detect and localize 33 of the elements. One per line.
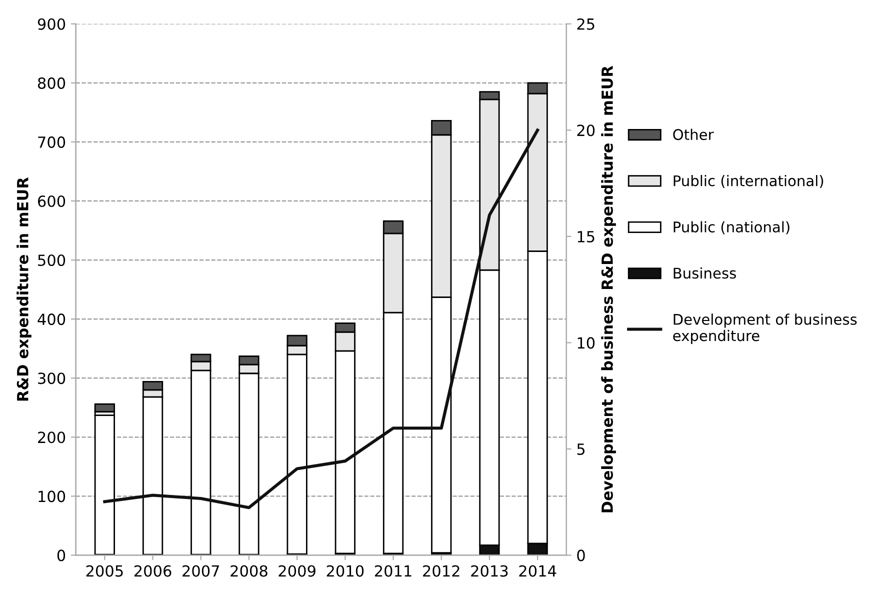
y-tick-label: 800 <box>38 77 66 89</box>
legend-label: Public (national) <box>674 221 790 234</box>
x-tick-label: 2006 <box>134 565 172 577</box>
legend-label: Business <box>674 267 736 279</box>
y2-tick-label: 0 <box>577 550 585 562</box>
y-tick-label: 600 <box>38 195 66 208</box>
y-axis-title: R&D expenditure in mEUR <box>16 177 32 401</box>
y-tick-label: 400 <box>38 314 66 326</box>
y-tick-label: 100 <box>38 490 66 502</box>
legend-label: Development of business expenditure <box>673 314 857 344</box>
y-tick-label: 700 <box>38 136 66 148</box>
x-tick-label: 2010 <box>326 565 364 577</box>
x-tick-label: 2007 <box>182 565 220 577</box>
y-tick-label: 0 <box>57 550 66 562</box>
x-tick-label: 2005 <box>86 565 123 577</box>
y2-tick-label: 20 <box>577 124 595 136</box>
y2-tick-label: 15 <box>578 231 594 242</box>
y-tick-label: 500 <box>38 254 66 266</box>
x-tick-label: 2012 <box>423 565 460 577</box>
y2-tick-label: 5 <box>577 444 585 455</box>
y-tick-label: 300 <box>38 372 66 384</box>
x-tick-label: 2011 <box>374 565 412 577</box>
y2-axis-title: Development of business R&D expenditure in mEUR <box>601 66 616 512</box>
y2-tick-label: 10 <box>578 337 595 349</box>
x-tick-label: 2009 <box>278 565 316 577</box>
y-tick-label: 200 <box>38 432 66 444</box>
x-tick-label: 2014 <box>519 565 556 577</box>
x-tick-label: 2013 <box>471 565 508 577</box>
y2-tick-label: 25 <box>577 18 594 30</box>
y-tick-label: 900 <box>38 18 66 30</box>
x-tick-label: 2008 <box>230 565 268 577</box>
legend-label: Other <box>673 128 714 140</box>
legend-label: Public (international) <box>674 174 824 188</box>
